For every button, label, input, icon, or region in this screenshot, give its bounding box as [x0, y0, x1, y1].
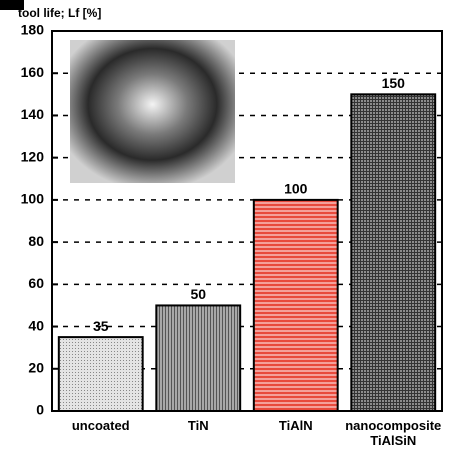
y-tick-label: 100 — [21, 191, 45, 207]
y-tick-label: 20 — [28, 359, 44, 375]
bar-texture — [351, 94, 435, 411]
chart-title: tool life; Lf [%] — [18, 6, 101, 20]
y-tick-label: 40 — [28, 317, 44, 333]
x-tick-label: uncoated — [45, 418, 157, 433]
bar-texture — [254, 200, 338, 411]
chart: tool life; Lf [%] 0 20 40 60 80 100 120 140 160 1… — [0, 0, 455, 455]
data-label: 150 — [382, 75, 406, 91]
x-tick-label: TiAlN — [240, 418, 352, 433]
data-label: 100 — [284, 181, 308, 197]
y-tick-label: 120 — [21, 148, 45, 164]
page: tool life; Lf [%] 0 20 40 60 80 100 120 140 160 1… — [0, 0, 455, 455]
data-label: 35 — [93, 318, 109, 334]
y-tick-label: 160 — [21, 64, 45, 80]
y-tick-label: 0 — [36, 402, 44, 418]
y-tick-label: 180 — [21, 22, 45, 38]
tool-photo — [70, 40, 235, 183]
y-tick-label: 80 — [28, 233, 44, 249]
x-tick-label: nanocomposite TiAlSiN — [337, 418, 449, 448]
bar-texture — [156, 305, 240, 411]
data-label: 50 — [190, 286, 206, 302]
y-tick-label: 60 — [28, 275, 44, 291]
x-tick-label: TiN — [142, 418, 254, 433]
y-tick-label: 140 — [21, 106, 45, 122]
bar-texture — [59, 337, 143, 411]
